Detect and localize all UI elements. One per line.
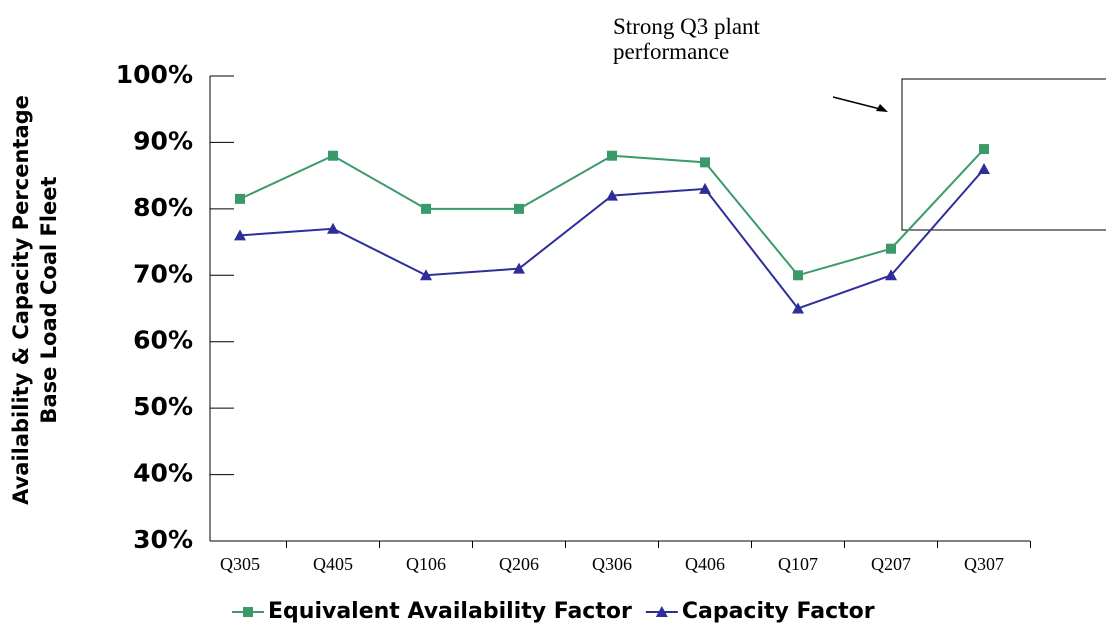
x-tick-label: Q305 (220, 554, 260, 574)
marker (699, 182, 711, 194)
y-axis-label: Base Load Coal Fleet (37, 176, 61, 423)
y-tick-label: 40% (133, 459, 193, 488)
arrow-head (876, 104, 888, 112)
x-tick-label: Q206 (499, 554, 539, 574)
marker (885, 269, 897, 281)
x-tick-label: Q207 (871, 554, 911, 574)
marker (655, 606, 668, 617)
marker (234, 229, 246, 241)
y-tick-label: 90% (133, 126, 193, 155)
marker (421, 203, 431, 214)
marker (327, 222, 339, 234)
y-tick-label: 50% (133, 392, 193, 421)
y-tick-label: 70% (133, 259, 193, 288)
annotation: Strong Q3 plant performance (613, 14, 760, 64)
marker (700, 157, 710, 168)
annotation-arrow (832, 96, 885, 111)
highlight-box (901, 78, 1106, 231)
marker (793, 270, 803, 281)
marker (235, 193, 245, 204)
y-tick-label: 100% (116, 60, 193, 89)
series-line (239, 148, 985, 277)
marker (792, 302, 804, 314)
y-axis-label: Availability & Capacity Percentage (9, 95, 33, 505)
x-tick-label: Q307 (964, 554, 1004, 574)
y-tick-label: 60% (133, 326, 193, 355)
marker (420, 269, 432, 281)
marker (514, 203, 524, 214)
marker (513, 262, 525, 274)
marker (606, 189, 618, 201)
x-tick-label: Q405 (313, 554, 353, 574)
marker (243, 607, 253, 617)
legend-label: Equivalent Availability Factor (268, 599, 632, 624)
x-tick-label: Q306 (592, 554, 632, 574)
legend-label: Capacity Factor (682, 599, 875, 624)
x-tick-label: Q106 (406, 554, 446, 574)
marker (886, 243, 896, 254)
y-tick-label: 80% (133, 193, 193, 222)
x-tick-label: Q107 (778, 554, 818, 574)
marker (328, 150, 338, 161)
marker (607, 150, 617, 161)
y-tick-label: 30% (133, 525, 193, 554)
marker (979, 144, 989, 155)
marker (978, 163, 990, 174)
x-tick-label: Q406 (685, 554, 725, 574)
